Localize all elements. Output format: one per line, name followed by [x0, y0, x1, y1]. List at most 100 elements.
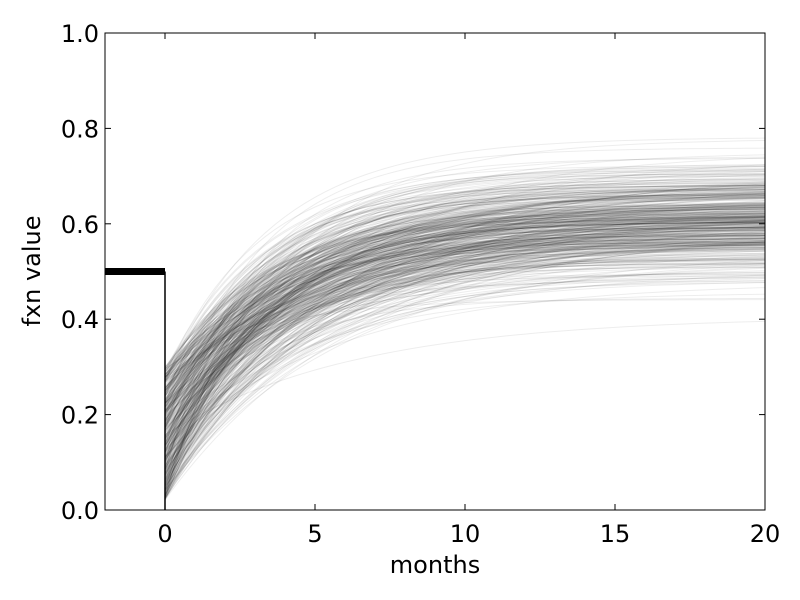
trace-line: [164, 243, 765, 486]
trace-line: [164, 183, 765, 491]
trace-line: [164, 215, 765, 447]
trace-line: [164, 189, 765, 402]
trace-line: [164, 208, 765, 476]
trace-line: [164, 197, 765, 408]
trace-line: [164, 230, 765, 487]
trace-line: [164, 228, 765, 479]
trace-line: [164, 270, 765, 378]
trace-line: [164, 211, 765, 467]
trace-line: [164, 184, 765, 429]
trace-line: [164, 217, 765, 453]
trace-line: [164, 235, 765, 429]
trace-line: [164, 225, 765, 386]
trace-line: [164, 193, 765, 389]
plot-frame: [104, 32, 766, 511]
trace-line: [164, 204, 765, 452]
trace-line: [164, 181, 765, 408]
trace-line: [164, 222, 765, 383]
trace-line: [164, 233, 765, 486]
trace-line: [164, 243, 765, 427]
trace-line: [164, 220, 765, 437]
trace-line: [164, 222, 765, 473]
trace-line: [164, 167, 765, 372]
trace-line: [164, 299, 765, 379]
trace-line: [164, 223, 765, 405]
trace-line: [164, 181, 765, 397]
trace-line: [164, 234, 765, 422]
trace-line: [164, 197, 765, 369]
trace-line: [164, 258, 765, 411]
trace-line: [164, 222, 765, 396]
trace-line: [164, 231, 765, 412]
trace-line: [164, 196, 765, 441]
trace-line: [164, 204, 765, 431]
trace-line: [164, 246, 765, 498]
trace-line: [164, 194, 765, 429]
trace-line: [164, 263, 765, 474]
trace-line: [164, 245, 765, 499]
trace-line: [164, 222, 765, 499]
trace-line: [164, 173, 765, 446]
trace-line: [164, 244, 765, 426]
trace-line: [164, 259, 765, 391]
trace-line: [164, 221, 765, 439]
y-tick-label: 0.2: [61, 402, 99, 430]
trace-line: [164, 241, 765, 383]
trace-line: [164, 216, 765, 422]
trace-line: [164, 211, 765, 422]
trace-line: [164, 216, 765, 404]
trace-line: [164, 182, 765, 468]
trace-line: [164, 224, 765, 440]
x-tick-label: 0: [157, 520, 172, 548]
trace-line: [164, 246, 765, 434]
trace-line: [164, 213, 765, 441]
trace-line: [164, 260, 765, 483]
trace-line: [164, 238, 765, 444]
trace-line: [164, 212, 765, 446]
trace-line: [164, 271, 765, 414]
trace-line: [164, 187, 765, 378]
trace-line: [164, 234, 765, 491]
trace-line: [164, 227, 765, 454]
trace-line: [164, 248, 765, 471]
trace-line: [164, 264, 765, 458]
trace-line: [164, 178, 765, 443]
trace-line: [164, 184, 765, 498]
trace-line: [164, 227, 765, 490]
trace-line: [164, 241, 765, 414]
trace-line: [164, 186, 765, 395]
trace-line: [164, 191, 765, 484]
trace-line: [164, 242, 765, 463]
trace-line: [164, 277, 765, 370]
trace-line: [164, 240, 765, 452]
trace-line: [164, 240, 765, 381]
trace-line: [164, 216, 765, 423]
trace-line: [164, 231, 765, 458]
trace-line: [164, 274, 765, 480]
trace-line: [164, 200, 765, 494]
trace-line: [164, 216, 765, 398]
trace-line: [164, 227, 765, 460]
trace-line: [164, 221, 765, 403]
trace-line: [164, 202, 765, 480]
trace-line: [164, 215, 765, 378]
trace-line: [164, 178, 765, 490]
trace-line: [164, 221, 765, 481]
trace-line: [164, 216, 765, 451]
trace-line: [164, 242, 765, 485]
x-axis-label: months: [390, 551, 480, 579]
trace-line: [164, 245, 765, 387]
trace-line: [164, 189, 765, 396]
trace-line: [164, 190, 765, 453]
trace-line: [164, 241, 765, 467]
trace-line: [164, 214, 765, 373]
trace-line: [164, 226, 765, 401]
trace-line: [164, 220, 765, 388]
trace-line: [164, 185, 765, 455]
trace-line: [164, 174, 765, 425]
trace-line: [164, 219, 765, 396]
trace-line: [164, 220, 765, 428]
trace-line: [164, 244, 765, 498]
trace-line: [164, 227, 765, 471]
trace-line: [164, 185, 765, 404]
